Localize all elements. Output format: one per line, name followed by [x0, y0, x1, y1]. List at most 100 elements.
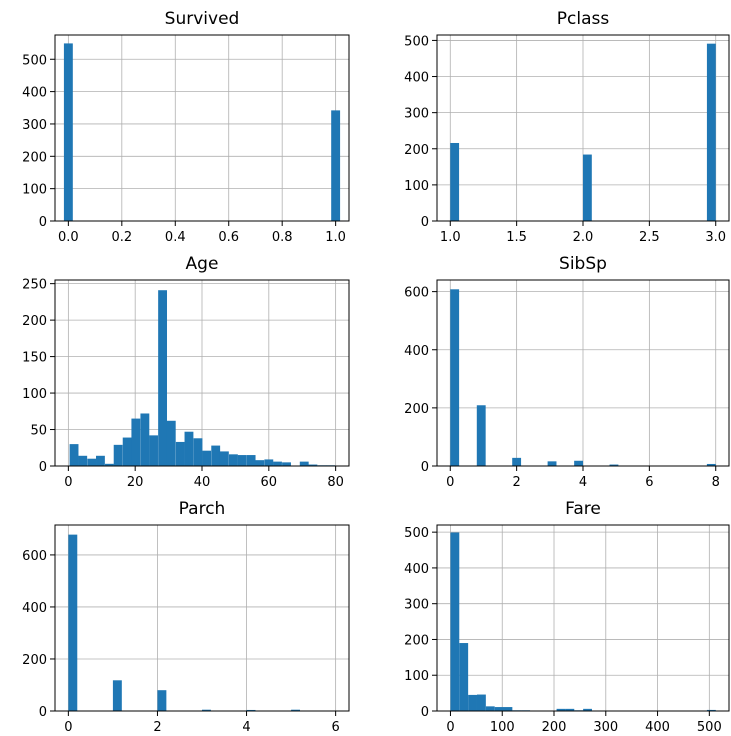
pclass-bar	[706, 43, 716, 221]
age-bar	[237, 455, 247, 466]
age-bar	[158, 290, 168, 466]
fare-ytick-label: 0	[421, 705, 429, 720]
age-bar	[140, 413, 150, 466]
fare-bar	[494, 707, 504, 711]
sibsp-ytick-label: 600	[404, 286, 429, 301]
survived-ytick-label: 0	[39, 215, 47, 230]
parch-bar	[68, 534, 78, 711]
age-bar	[219, 451, 229, 466]
parch-bar	[202, 709, 211, 711]
pclass-xtick-label: 1.0	[440, 230, 461, 245]
age-bar	[69, 444, 79, 466]
parch-title: Parch	[179, 499, 226, 519]
age-bar	[131, 418, 141, 466]
survived-ytick-label: 200	[22, 150, 47, 165]
age-ytick-label: 100	[22, 387, 47, 402]
fare-bar	[503, 707, 513, 711]
fare-title: Fare	[565, 499, 601, 519]
pclass-xtick-label: 3.0	[705, 230, 726, 245]
fare-ytick-label: 100	[404, 669, 429, 684]
sibsp-xtick-label: 6	[645, 475, 653, 490]
pclass-ytick-label: 0	[421, 215, 429, 230]
age-xtick-label: 60	[261, 475, 278, 490]
fare-bar	[556, 708, 566, 711]
pclass-ytick-label: 500	[404, 34, 429, 49]
age-bar	[255, 460, 265, 466]
age-ytick-label: 200	[22, 314, 47, 329]
age-xtick-label: 40	[194, 475, 211, 490]
sibsp-xtick-label: 0	[446, 475, 454, 490]
survived-ytick-label: 500	[22, 53, 47, 68]
fare-ytick-label: 500	[404, 526, 429, 541]
survived-axes-frame	[54, 34, 350, 222]
sibsp-bar	[609, 464, 619, 466]
age-bar	[87, 458, 97, 466]
parch-ytick-label: 0	[39, 705, 47, 720]
pclass-bar	[450, 142, 460, 221]
fare-bar	[450, 532, 460, 711]
age-bar	[282, 462, 291, 466]
pclass-ytick-label: 300	[404, 107, 429, 122]
age-bar	[299, 461, 309, 466]
sibsp-xtick-label: 4	[579, 475, 587, 490]
fare-bar	[468, 694, 477, 711]
fare-bar	[565, 708, 575, 711]
fare-ytick-label: 400	[404, 562, 429, 577]
survived-bar	[331, 110, 341, 221]
age-ytick-label: 150	[22, 351, 47, 366]
survived-title: Survived	[165, 9, 240, 29]
parch-xtick-label: 4	[242, 720, 250, 735]
sibsp-bar	[450, 289, 460, 466]
pclass-xtick-label: 2.0	[573, 230, 594, 245]
sibsp-ytick-label: 0	[421, 460, 429, 475]
sibsp-bar	[547, 461, 557, 466]
age-bar	[308, 464, 318, 466]
fare-bar	[459, 643, 469, 711]
sibsp-bar	[574, 460, 584, 466]
fare-bar	[485, 706, 495, 711]
age-xtick-label: 20	[127, 475, 144, 490]
sibsp-xtick-label: 2	[512, 475, 520, 490]
age-ytick-label: 250	[22, 278, 47, 293]
fare-xtick-label: 500	[697, 720, 722, 735]
age-bar	[228, 454, 238, 466]
fare-ytick-label: 300	[404, 598, 429, 613]
age-bar	[264, 459, 274, 466]
pclass-panel: 1.0 1.5 2.0 2.5 3.0 0 100 200 300 400 500 Pclass	[404, 9, 730, 245]
pclass-title: Pclass	[557, 9, 610, 29]
parch-bar	[291, 709, 300, 711]
sibsp-bar	[706, 463, 716, 466]
parch-xtick-label: 0	[64, 720, 72, 735]
sibsp-title: SibSp	[559, 254, 607, 274]
age-bar	[122, 437, 132, 466]
survived-xtick-label: 0.4	[165, 230, 186, 245]
parch-ytick-label: 200	[22, 653, 47, 668]
parch-xtick-label: 2	[153, 720, 161, 735]
age-bar	[96, 455, 105, 466]
pclass-ytick-label: 100	[404, 179, 429, 194]
age-bar	[166, 420, 176, 466]
fare-bar	[583, 708, 592, 711]
parch-xtick-label: 6	[331, 720, 339, 735]
fare-bar	[476, 694, 486, 711]
survived-ytick-label: 400	[22, 86, 47, 101]
survived-xtick-label: 0.2	[111, 230, 132, 245]
age-xtick-label: 80	[327, 475, 344, 490]
pclass-bar	[582, 154, 592, 221]
age-panel: 0 20 40 60 80 0 50 100 150 200 250 Age	[22, 254, 350, 490]
survived-xtick-label: 1.0	[325, 230, 346, 245]
parch-bar	[112, 680, 122, 711]
survived-ytick-label: 300	[22, 118, 47, 133]
sibsp-bar	[512, 457, 522, 466]
fare-xtick-label: 100	[490, 720, 515, 735]
age-bar	[184, 431, 194, 466]
age-bar	[175, 441, 185, 466]
age-bar	[202, 450, 212, 466]
parch-bar	[157, 690, 167, 711]
parch-bar	[246, 709, 256, 711]
age-bar	[149, 435, 158, 466]
age-title: Age	[186, 254, 219, 274]
sibsp-panel: 0 2 4 6 8 0 200 400 600 SibSp	[404, 254, 730, 490]
parch-ytick-label: 600	[22, 549, 47, 564]
